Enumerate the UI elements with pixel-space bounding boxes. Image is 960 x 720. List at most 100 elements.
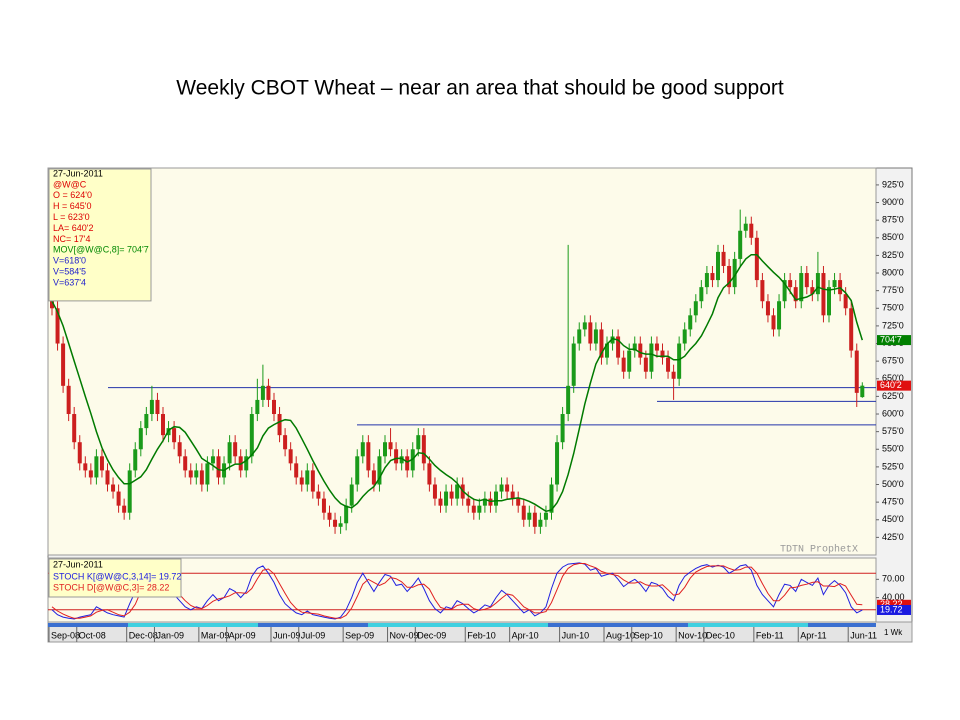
candle-body (582, 322, 587, 330)
candle-body (588, 322, 593, 344)
candle-body (821, 273, 826, 316)
info-line: LA= 640'2 (53, 223, 94, 233)
candle-body (727, 265, 732, 288)
candle-body (355, 456, 360, 485)
candle-body (55, 308, 60, 344)
candle-body (827, 287, 831, 316)
candle-body (421, 435, 426, 464)
candle-body (599, 329, 604, 358)
candle-body (854, 350, 859, 393)
y-tick-label: 525'0 (882, 461, 904, 471)
info-line: MOV[@W@C,8]= 704'7 (53, 245, 149, 255)
candle-body (571, 343, 576, 386)
candle-body (360, 442, 365, 457)
x-tick-label: Oct-08 (79, 630, 106, 640)
candle-body (216, 456, 221, 478)
candle-body (149, 399, 154, 415)
candle-body (299, 477, 304, 485)
x-tick-label: Dec-09 (417, 630, 446, 640)
candle-body (405, 456, 410, 471)
y-tick-label: 600'0 (882, 408, 904, 418)
x-tick-label: Jan-09 (156, 630, 184, 640)
candle-body (738, 230, 743, 259)
y-tick-label: 650'0 (882, 373, 904, 383)
strip (48, 623, 128, 627)
strip (128, 623, 258, 627)
y-tick-label: 725'0 (882, 320, 904, 330)
y-tick-label: 70.00 (882, 574, 905, 584)
candle-body (155, 399, 160, 415)
y-tick-label: 40.00 (882, 592, 905, 602)
candle-body (260, 385, 265, 400)
y-tick-label: 425'0 (882, 532, 904, 542)
candle-body (394, 449, 399, 464)
candle-body (516, 498, 521, 506)
candle-body (194, 470, 199, 478)
candle-body (765, 301, 770, 316)
candle-body (99, 456, 104, 471)
candle-body (610, 336, 615, 344)
stoch-line (51, 562, 863, 620)
candle-body (116, 491, 121, 506)
value-marker (877, 380, 911, 391)
date-strip (48, 623, 876, 627)
candle-body (366, 442, 371, 471)
candle-body (538, 519, 543, 527)
candle-body (566, 385, 571, 415)
y-tick-label: 800'0 (882, 267, 904, 277)
candle-body (494, 491, 498, 506)
x-tick-label: Sep-09 (345, 630, 374, 640)
x-tick-label: Jun-09 (273, 630, 301, 640)
candle-body (471, 505, 476, 513)
candle-body (815, 273, 820, 295)
candle-body (338, 523, 343, 527)
candle-body (266, 385, 271, 400)
x-tick-label: Feb-11 (756, 630, 784, 640)
value-marker (877, 604, 911, 615)
info-line: V=584'5 (53, 266, 86, 276)
candle-body (627, 350, 632, 372)
moving-average (51, 253, 864, 513)
candle-body (455, 484, 460, 499)
candle-body (527, 512, 532, 520)
x-tick-label: Jun-11 (850, 630, 877, 640)
candle-body (660, 350, 665, 358)
candle-body (632, 343, 637, 351)
candle-body (399, 456, 404, 464)
legend-bg (48, 558, 182, 598)
x-tick-label: Apr-10 (512, 630, 539, 640)
info-line: @W@C (53, 179, 87, 189)
candle-body (749, 223, 754, 238)
candle-body (543, 512, 548, 520)
candle-body (83, 463, 88, 471)
candle-body (371, 470, 376, 485)
y-tick-label: 625'0 (882, 391, 904, 401)
candle-body (605, 343, 609, 358)
candle-body (699, 287, 704, 302)
strip (808, 623, 876, 627)
candle-body (810, 287, 815, 295)
candle-body (388, 442, 393, 450)
candle-body (432, 484, 437, 499)
candle-body (377, 456, 382, 485)
candle-body (560, 414, 565, 443)
candle-body (327, 512, 332, 520)
watermark: TDTN ProphetX (780, 544, 858, 556)
candle-body (249, 414, 254, 457)
value-marker (877, 335, 911, 346)
info-box-bg (48, 168, 152, 302)
candle-body (677, 343, 682, 379)
candle-body (693, 301, 698, 316)
candle-body (499, 484, 504, 492)
y-tick-label: 475'0 (882, 497, 904, 507)
candle-body (477, 505, 482, 513)
info-line: V=618'0 (53, 256, 86, 266)
x-tick-label: Aug-10 (606, 630, 635, 640)
x-tick-label: Mar-09 (201, 630, 230, 640)
candle-body (777, 301, 782, 330)
info-box: 27-Jun-2011@W@CO = 624'0H = 645'0L = 623… (48, 168, 152, 302)
candle-body (244, 456, 249, 471)
candle-body (760, 280, 765, 302)
candle-body (849, 308, 854, 351)
